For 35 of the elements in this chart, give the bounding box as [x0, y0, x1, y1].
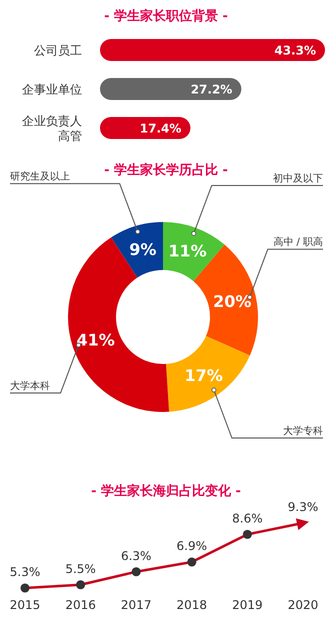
x-tick-label: 2017 — [120, 598, 152, 612]
data-label: 9.3% — [288, 500, 318, 514]
chart-title: - 学生家长职位背景 - — [104, 8, 228, 24]
donut-slice — [166, 336, 250, 412]
data-label: 6.9% — [176, 539, 208, 553]
slice-label: 大学本科 — [10, 380, 50, 392]
x-tick-label: 2015 — [10, 598, 40, 612]
x-tick-label: 2016 — [65, 598, 96, 612]
donut-slice — [163, 222, 225, 282]
chart-title: - 学生家长学历占比 - — [104, 162, 228, 178]
y-tick-label: 企事业单位 — [22, 82, 82, 96]
data-label: 9% — [129, 240, 156, 259]
slice-label: 大学专科 — [283, 424, 323, 437]
slice-label: 研究生及以上 — [10, 170, 70, 183]
slice-label: 初中及以下 — [273, 172, 323, 184]
x-tick-label: 2020 — [288, 598, 318, 612]
x-tick-label: 2019 — [232, 598, 263, 612]
donut-slice — [111, 222, 163, 278]
data-label: 11% — [168, 241, 207, 260]
y-tick-label: 公司员工 — [34, 44, 82, 58]
x-tick-label: 2018 — [176, 598, 208, 612]
y-tick-label: 企业负责人高管 — [22, 114, 82, 143]
donut-slice — [68, 237, 170, 412]
data-label: 20% — [213, 292, 252, 312]
data-label: 43.3% — [274, 44, 316, 58]
data-label: 17% — [184, 366, 223, 386]
slice-label: 高中 / 职高 — [273, 236, 323, 248]
chart-title: - 学生家长海归占比变化 - — [91, 483, 241, 499]
data-label: 8.6% — [232, 511, 263, 526]
data-label: 41% — [76, 330, 115, 350]
data-label: 5.5% — [65, 562, 96, 576]
data-label: 27.2% — [190, 82, 232, 96]
data-label: 6.3% — [120, 548, 152, 563]
data-label: 5.3% — [10, 565, 40, 579]
data-label: 17.4% — [140, 122, 182, 136]
